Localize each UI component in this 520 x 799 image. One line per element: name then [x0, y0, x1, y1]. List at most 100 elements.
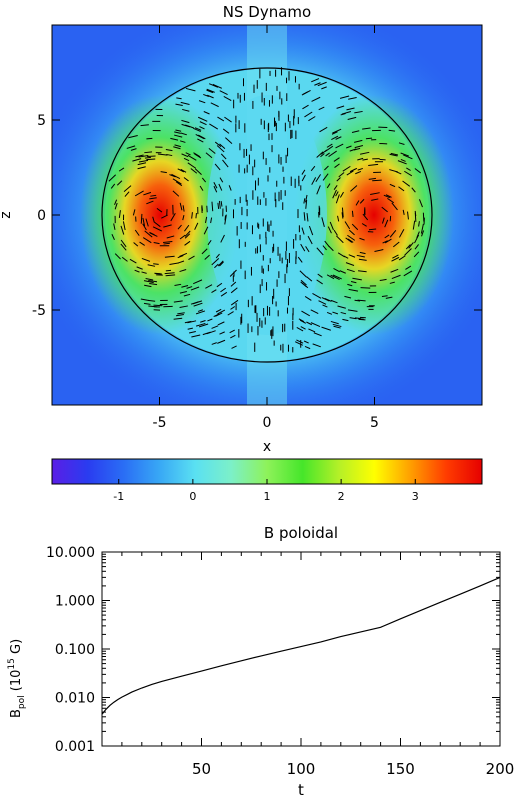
- field-vector: [348, 229, 355, 236]
- field-vector: [215, 308, 222, 313]
- field-vector: [302, 104, 309, 110]
- field-vector: [365, 137, 373, 140]
- field-vector: [172, 178, 182, 185]
- field-vector: [316, 247, 324, 256]
- colorbar-ticks: -1 0 1 2 3: [113, 479, 419, 503]
- field-vector: [217, 309, 226, 315]
- field-vector: [316, 151, 324, 158]
- field-vector: [185, 87, 196, 92]
- heatmap-y-label: z: [0, 211, 14, 218]
- field-vector: [143, 191, 152, 196]
- field-vector: [140, 213, 143, 224]
- heatmap-field: [52, 25, 482, 405]
- field-vector: [311, 78, 320, 83]
- field-vector: [389, 229, 397, 238]
- field-vector: [354, 299, 361, 302]
- field-vector: [310, 165, 316, 172]
- field-vector: [217, 202, 220, 209]
- field-vector: [361, 223, 367, 227]
- field-vector: [341, 111, 351, 115]
- field-vector: [211, 325, 219, 329]
- field-vector: [306, 321, 313, 326]
- field-vector: [142, 237, 152, 244]
- field-vector: [379, 278, 387, 282]
- field-vector: [230, 334, 236, 339]
- field-vector: [414, 212, 417, 222]
- field-vector: [331, 135, 339, 140]
- line-x-tick-label: 100: [287, 760, 316, 778]
- field-vector: [352, 277, 362, 281]
- field-vector: [174, 134, 183, 138]
- field-vector: [335, 143, 344, 149]
- field-vector: [299, 319, 307, 324]
- field-vector: [300, 243, 306, 252]
- field-vector: [214, 163, 221, 171]
- field-vector: [195, 310, 206, 315]
- field-vector: [345, 237, 353, 243]
- field-vector: [357, 167, 363, 171]
- field-vector: [342, 318, 349, 322]
- field-vector: [332, 189, 337, 199]
- field-vector: [175, 181, 183, 187]
- field-vector: [128, 134, 138, 139]
- field-vector: [300, 281, 309, 289]
- field-vector: [229, 329, 235, 334]
- field-vector: [210, 217, 213, 224]
- field-vector: [182, 215, 185, 221]
- field-vector: [347, 283, 353, 287]
- field-vector: [184, 240, 191, 246]
- line-x-tick-label: 200: [486, 760, 515, 778]
- field-vector: [193, 279, 203, 285]
- field-vector: [321, 326, 331, 331]
- field-vector: [336, 105, 345, 109]
- field-vector: [141, 257, 151, 262]
- field-vector: [414, 244, 419, 250]
- field-vector: [199, 121, 207, 126]
- field-vector: [223, 95, 232, 101]
- field-vector: [148, 279, 158, 283]
- field-vector: [215, 253, 220, 259]
- field-vector: [153, 221, 161, 228]
- field-vector: [190, 168, 198, 174]
- field-vector: [214, 263, 219, 269]
- field-vector: [296, 339, 304, 344]
- field-vector: [142, 223, 147, 231]
- field-vector: [322, 245, 327, 251]
- line-title: B poloidal: [264, 524, 338, 542]
- field-vector: [339, 191, 344, 198]
- field-vector: [198, 323, 209, 328]
- field-vector: [137, 166, 146, 170]
- field-vector: [218, 183, 223, 191]
- field-vector: [320, 149, 328, 155]
- field-vector: [349, 317, 357, 320]
- field-vector: [358, 318, 364, 320]
- field-vector: [122, 221, 126, 231]
- field-vector: [389, 183, 396, 188]
- field-vector: [207, 239, 212, 246]
- field-vector: [153, 242, 160, 245]
- field-vector: [351, 210, 354, 218]
- field-vector: [183, 177, 189, 182]
- field-vector: [174, 144, 181, 148]
- field-vector: [318, 300, 327, 305]
- field-vector: [164, 272, 175, 275]
- field-vector: [306, 276, 313, 282]
- field-vector: [333, 268, 340, 273]
- field-vector: [174, 283, 182, 287]
- field-vector: [120, 225, 125, 235]
- field-vector: [195, 133, 205, 140]
- field-vector: [177, 312, 185, 315]
- field-vector: [181, 153, 189, 158]
- field-vector: [118, 210, 121, 218]
- field-vector: [182, 205, 185, 212]
- field-vector: [346, 107, 355, 111]
- field-vector: [120, 239, 127, 248]
- field-vector: [135, 154, 144, 158]
- field-vector: [166, 153, 173, 157]
- field-vector: [319, 126, 328, 133]
- field-vector: [333, 229, 338, 236]
- field-vector: [211, 201, 214, 212]
- field-vector: [230, 299, 239, 306]
- field-vector: [228, 185, 232, 191]
- field-vector: [152, 216, 155, 222]
